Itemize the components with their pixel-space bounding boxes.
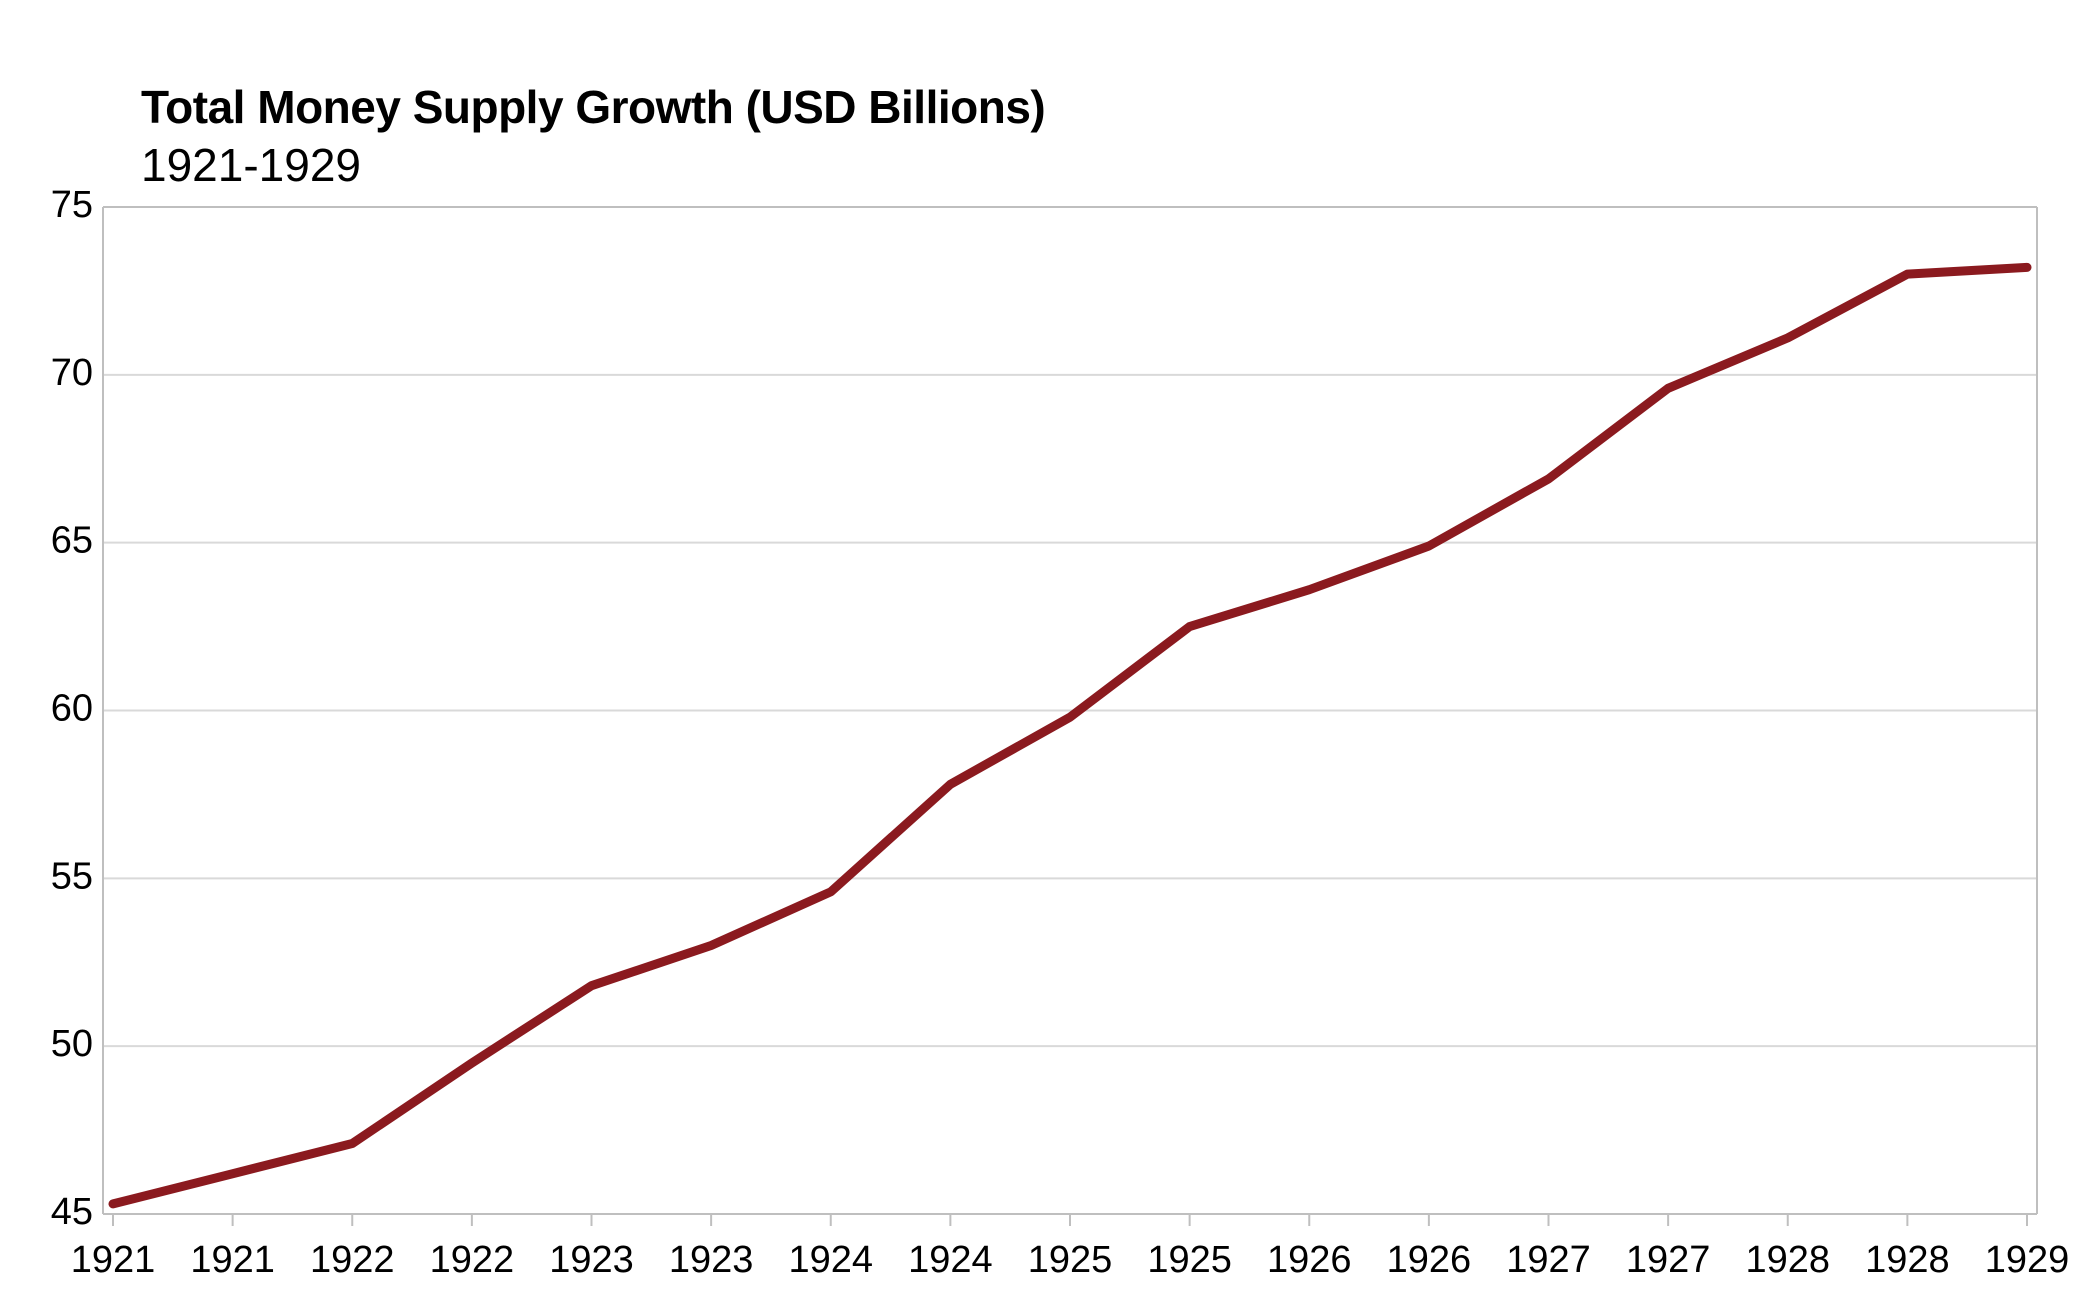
x-tick-label: 1923	[549, 1239, 634, 1281]
x-tick-label: 1923	[669, 1239, 754, 1281]
x-tick-label: 1921	[71, 1239, 156, 1281]
x-tick-label: 1927	[1506, 1239, 1591, 1281]
x-tick-label: 1924	[908, 1239, 993, 1281]
x-tick-label: 1921	[190, 1239, 275, 1281]
y-tick-label: 75	[51, 184, 93, 226]
x-tick-label: 1925	[1147, 1239, 1232, 1281]
y-tick-label: 50	[51, 1023, 93, 1065]
x-tick-label: 1928	[1865, 1239, 1950, 1281]
x-tick-label: 1927	[1626, 1239, 1711, 1281]
series-line-money-supply	[108, 262, 2032, 1209]
x-tick-label: 1926	[1267, 1239, 1352, 1281]
plot-frame	[102, 206, 2038, 1215]
y-axis: 45 50 55 60 65 70 75	[51, 184, 93, 1233]
x-tick-label: 1926	[1387, 1239, 1472, 1281]
x-tick-label: 1929	[1985, 1239, 2070, 1281]
chart-title: Total Money Supply Growth (USD Billions)	[141, 81, 1046, 133]
gridlines	[103, 373, 2037, 1048]
y-tick-label: 55	[51, 855, 93, 897]
x-tick-label: 1922	[430, 1239, 515, 1281]
y-tick-label: 45	[51, 1191, 93, 1233]
y-tick-label: 70	[51, 352, 93, 394]
y-tick-label: 65	[51, 520, 93, 562]
chart-subtitle: 1921-1929	[141, 139, 361, 191]
series-layer	[108, 262, 2032, 1209]
x-tick-label: 1924	[788, 1239, 873, 1281]
x-tick-label: 1928	[1745, 1239, 1830, 1281]
x-axis: 1921 1921 1922 1922 1923 1923 1924 1924 1925 1925…	[71, 1214, 2070, 1281]
x-tick-label: 1925	[1028, 1239, 1113, 1281]
y-tick-label: 60	[51, 688, 93, 730]
x-tick-label: 1922	[310, 1239, 395, 1281]
